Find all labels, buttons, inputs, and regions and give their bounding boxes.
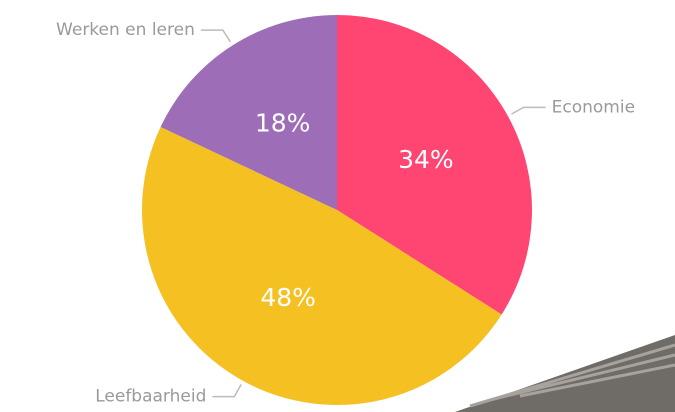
leader-line [212, 384, 242, 398]
category-label: Economie [552, 97, 635, 117]
roof-photo [455, 335, 675, 412]
value-label: 48% [260, 283, 316, 312]
category-label: Leefbaarheid [95, 387, 206, 407]
leader-line [200, 29, 232, 43]
value-label: 34% [398, 145, 454, 174]
leader-line [511, 106, 546, 115]
pie-slice [141, 126, 502, 406]
category-label: Werken en leren [56, 20, 195, 40]
pie-slice [337, 15, 532, 315]
value-label: 18% [255, 108, 311, 137]
pie-slice [160, 15, 337, 210]
